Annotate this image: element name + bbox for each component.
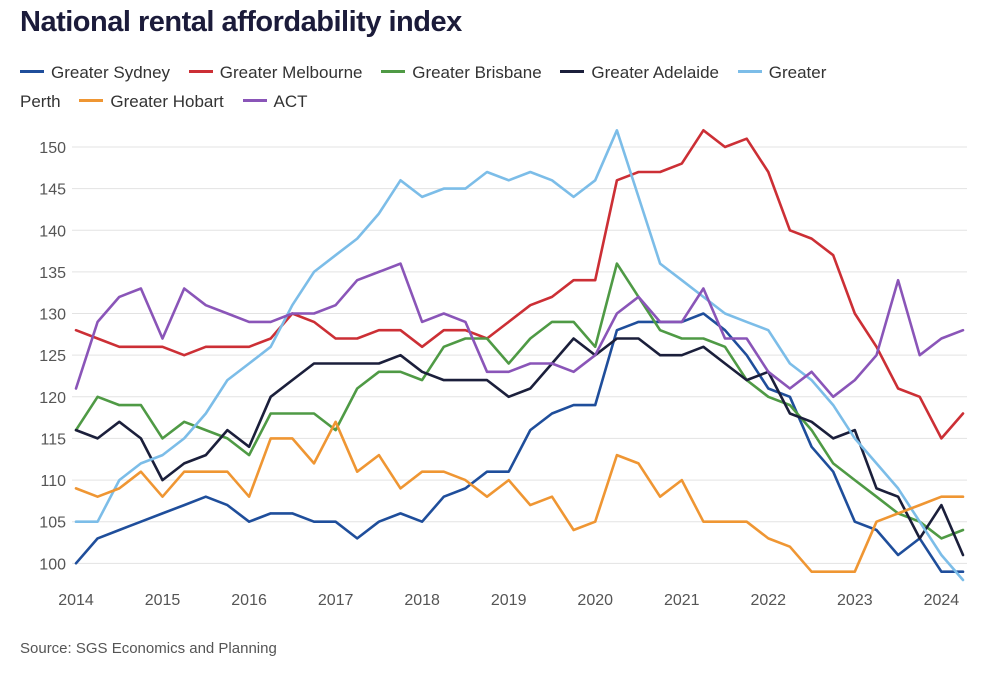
legend-swatch-greater-sydney <box>20 70 44 74</box>
y-tick-label: 105 <box>39 515 66 532</box>
series-line-greater-adelaide <box>74 337 965 557</box>
legend-label-greater-hobart: Greater Hobart <box>110 92 224 111</box>
series-line-greater-sydney <box>74 312 965 574</box>
legend-label-act: ACT <box>273 92 308 111</box>
x-tick-label: 2019 <box>491 592 527 609</box>
legend: Greater Sydney Greater Melbourne Greater… <box>20 58 890 116</box>
x-tick-label: 2017 <box>318 592 354 609</box>
series-line-greater-perth <box>74 129 965 582</box>
x-tick-label: 2024 <box>924 592 960 609</box>
y-tick-label: 130 <box>39 307 66 324</box>
legend-item-greater-perth: Greater <box>737 58 827 87</box>
legend-swatch-act <box>242 99 267 103</box>
y-tick-label: 145 <box>39 182 66 199</box>
legend-item-greater-melbourne: Greater Melbourne <box>188 58 363 87</box>
x-tick-label: 2016 <box>231 592 267 609</box>
y-tick-label: 100 <box>39 556 66 573</box>
legend-item-greater-hobart: Greater Hobart <box>79 87 224 116</box>
series-lines <box>74 129 965 582</box>
legend-item-greater-perth-wrap: Perth <box>20 87 61 116</box>
legend-label-greater-sydney: Greater Sydney <box>51 63 171 82</box>
series-line-act <box>74 262 965 399</box>
legend-label-greater-adelaide: Greater Adelaide <box>591 63 719 82</box>
y-tick-label: 110 <box>40 473 66 490</box>
gridlines <box>72 146 967 564</box>
legend-swatch-greater-brisbane <box>381 70 406 74</box>
x-tick-label: 2022 <box>750 592 786 609</box>
legend-label-greater-melbourne: Greater Melbourne <box>219 63 363 82</box>
legend-swatch-greater-melbourne <box>188 70 213 74</box>
y-tick-label: 135 <box>39 265 66 282</box>
legend-label-greater-perth: Greater <box>768 63 827 82</box>
y-tick-label: 150 <box>39 140 66 157</box>
x-tick-label: 2014 <box>58 592 94 609</box>
legend-item-greater-sydney: Greater Sydney <box>20 58 170 87</box>
chart-title: National rental affordability index <box>20 6 462 38</box>
x-tick-label: 2018 <box>404 592 440 609</box>
legend-swatch-greater-hobart <box>79 99 104 103</box>
source-note: Source: SGS Economics and Planning <box>20 640 277 657</box>
legend-item-greater-adelaide: Greater Adelaide <box>560 58 719 87</box>
x-tick-label: 2023 <box>837 592 873 609</box>
x-tick-label: 2020 <box>577 592 613 609</box>
series-line-greater-hobart <box>74 420 965 574</box>
series-line-greater-melbourne <box>74 129 965 440</box>
legend-swatch-greater-perth <box>737 70 762 74</box>
y-tick-label: 115 <box>40 431 66 448</box>
y-tick-label: 140 <box>39 223 66 240</box>
x-tick-label: 2015 <box>145 592 181 609</box>
legend-swatch-greater-adelaide <box>560 70 585 74</box>
legend-item-greater-brisbane: Greater Brisbane <box>381 58 542 87</box>
y-tick-label: 125 <box>39 348 66 365</box>
legend-label-greater-brisbane: Greater Brisbane <box>412 63 542 82</box>
axes: 100 105 110 115 120 125 130 135 140 145 150 2014 201… <box>39 140 959 609</box>
legend-item-act: ACT <box>242 87 308 116</box>
x-tick-label: 2021 <box>664 592 700 609</box>
y-tick-label: 120 <box>39 390 66 407</box>
legend-label-greater-perth-wrap: Perth <box>20 92 61 111</box>
series-line-greater-brisbane <box>74 262 965 540</box>
